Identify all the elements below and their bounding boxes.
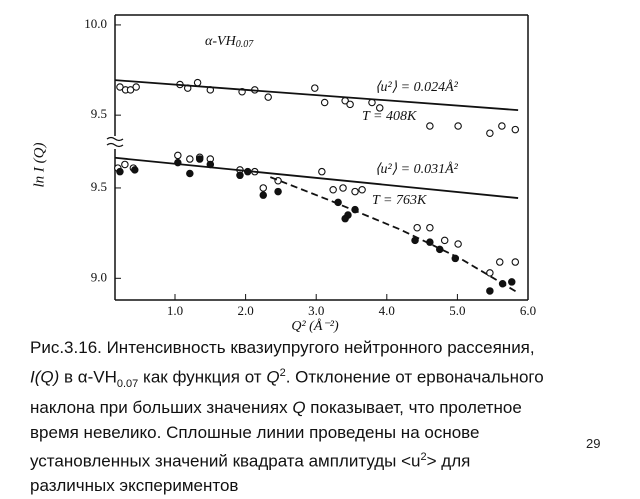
annotation: T = 408K (362, 109, 417, 124)
annotation: T = 763K (372, 193, 427, 208)
data-point (320, 98, 329, 107)
data-point (346, 100, 354, 109)
data-point (454, 122, 462, 130)
caption-text: 2 (279, 366, 286, 379)
data-point (508, 278, 516, 286)
data-point (318, 167, 326, 176)
data-point (339, 184, 347, 192)
data-point (454, 240, 462, 248)
x-tick-label: 1.0 (167, 303, 183, 318)
title-text: α-VH (205, 34, 237, 49)
caption-text: наклона при больших значениях (30, 398, 293, 418)
data-point (511, 258, 520, 266)
caption: Рис.3.16. Интенсивность квазиупругого не… (30, 336, 620, 499)
x-tick-label: 6.0 (520, 303, 536, 318)
data-point (426, 122, 434, 130)
data-point (486, 129, 494, 137)
y-axis-label: ln I (Q) (31, 143, 47, 188)
page-number: 29 (586, 436, 601, 451)
caption-text: . Отклонение от ервоначального (285, 367, 544, 387)
caption-text: как функция от (138, 367, 267, 387)
caption-text: показывает, что пролетное (305, 398, 522, 418)
caption-text: в α-VH (59, 367, 117, 387)
x-tick-label: 3.0 (308, 303, 324, 318)
data-point (126, 86, 135, 94)
data-point (426, 223, 434, 232)
data-point (440, 236, 449, 245)
data-point (375, 104, 384, 112)
data-point (186, 169, 194, 178)
data-point (132, 83, 140, 91)
data-point (193, 78, 202, 87)
data-point (498, 122, 506, 130)
x-tick-label: 2.0 (237, 303, 253, 318)
data-point (116, 83, 124, 91)
data-point (131, 166, 139, 174)
y-tick-label: 9.5 (91, 179, 107, 194)
caption-text: > для (426, 451, 471, 471)
data-point (116, 167, 124, 176)
x-tick-label: 4.0 (379, 303, 395, 318)
data-point (413, 223, 421, 232)
caption-text: различных экспериментов (30, 476, 239, 496)
data-point (121, 160, 129, 169)
data-point (341, 214, 349, 223)
data-point (496, 258, 504, 266)
data-point (259, 184, 268, 192)
caption-text: установленных значений квадрата амплитуд… (30, 451, 421, 471)
caption-text: 0.07 (116, 377, 139, 390)
x-tick-label: 5.0 (449, 303, 465, 318)
title-sub: 0.07 (236, 39, 255, 50)
caption-text: Q (292, 398, 306, 418)
y-tick-label: 9.0 (91, 269, 107, 284)
caption-text: время невелико. Сплошные линии проведены… (30, 422, 480, 442)
data-point (259, 191, 268, 199)
y-tick-label: 10.0 (84, 16, 107, 31)
caption-text: Рис.3.16. Интенсивность квазиупругого не… (30, 338, 535, 357)
caption-text: Q (266, 367, 280, 387)
fit-line (114, 79, 519, 111)
chart-title: α-VH0.07 (205, 34, 254, 50)
data-point (311, 84, 319, 92)
annotation: ⟨u²⟩ = 0.024Å² (375, 79, 459, 95)
data-point (486, 287, 494, 295)
data-point (486, 269, 494, 277)
annotation: ⟨u²⟩ = 0.031Å² (375, 161, 459, 177)
x-axis-label: Q² (Å⁻²) (291, 318, 339, 334)
data-point (236, 171, 244, 180)
data-point (186, 155, 194, 163)
data-point (329, 186, 337, 194)
data-point (264, 93, 272, 101)
page: {"chart_data":[ {"type":"scatter","title… (30, 14, 601, 496)
data-point (195, 155, 204, 163)
data-point (274, 187, 282, 196)
data-point (174, 151, 182, 160)
axis-break (106, 136, 124, 148)
data-point (351, 187, 359, 196)
chart: α-VH0.07 10.0 9.5 ⟨u²⟩ = 0.024Å² T = 408K 9.… (31, 14, 536, 334)
caption-text: I(Q) (30, 367, 60, 387)
fit-line (114, 156, 519, 199)
data-point (358, 186, 366, 194)
data-point (511, 125, 520, 134)
y-tick-label: 9.5 (91, 106, 107, 121)
caption-text: 2 (420, 451, 427, 464)
